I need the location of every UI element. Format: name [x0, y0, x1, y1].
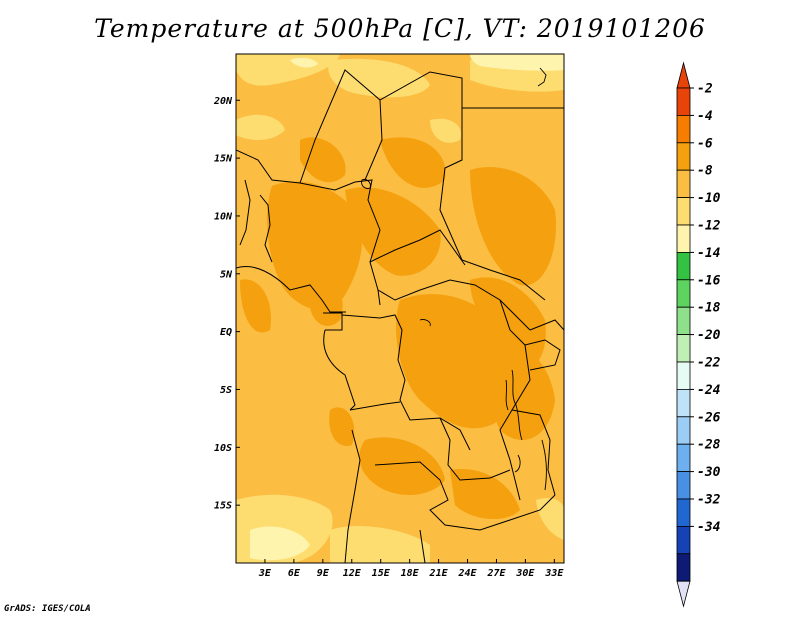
colorbar-label: -18 — [697, 301, 721, 316]
chart-title: Temperature at 500hPa [C], VT: 201910120… — [94, 14, 706, 43]
border-car-south — [377, 279, 531, 331]
colorbar-swatch — [676, 224, 691, 253]
border-benin-nigeria — [259, 194, 273, 263]
border-car-north — [369, 229, 466, 266]
colorbar-label: -24 — [697, 383, 721, 398]
coast-gulf-of-guinea — [236, 266, 346, 313]
colorbar-label: -34 — [697, 520, 721, 535]
lat-tick-label: 5S — [220, 385, 232, 396]
lon-tick-label: 33E — [544, 568, 564, 579]
colorbar-label: -8 — [697, 164, 713, 179]
lon-tick-label: 18E — [401, 568, 420, 579]
lat-tick-label: 10S — [214, 443, 232, 454]
colorbar-swatch — [676, 251, 691, 281]
lat-tick-label: 20N — [213, 96, 233, 107]
colorbar-swatch — [676, 443, 691, 473]
colorbar-label: -30 — [697, 465, 721, 480]
border-congo-drc — [341, 314, 471, 451]
longitude-axis: 3E 6E 9E 12E 15E 18E 21E 24E 27E 30E 33E — [258, 559, 564, 579]
colorbar-label: -12 — [697, 219, 721, 234]
colorbar-label: -14 — [697, 246, 721, 261]
lon-tick-label: 21E — [429, 568, 449, 579]
colorbar-swatch — [676, 388, 691, 418]
border-uganda — [529, 319, 564, 331]
coast-gabon-congo — [323, 329, 356, 411]
colorbar-swatch — [676, 334, 691, 363]
colorbar-label: -26 — [697, 410, 721, 425]
colorbar-label: -32 — [697, 493, 721, 508]
latitude-axis: 20N 15N 10N 5N EQ 5S 10S 15S — [213, 96, 240, 512]
colorbar-swatch — [676, 115, 691, 144]
border-drc-zambia — [439, 417, 511, 481]
lat-tick-label: 15N — [214, 154, 233, 165]
colorbar-swatch — [676, 142, 691, 171]
lon-tick-label: 3E — [258, 568, 272, 579]
grads-credit: GrADS: IGES/COLA — [4, 604, 91, 614]
colorbar-top-arrow — [676, 61, 691, 89]
colorbar-bottom-arrow — [676, 580, 691, 608]
warm-band-patches — [240, 137, 556, 520]
lake-chad — [361, 179, 371, 189]
colorbar-swatch — [676, 416, 691, 445]
lon-tick-label: 9E — [317, 568, 330, 579]
colorbar: -2 -4 -6 -8 -10 -12 -14 -16 -18 -20 -22 -24 -26 -28 -3… — [676, 61, 721, 608]
lake-mweru — [514, 454, 521, 473]
lon-tick-label: 30E — [515, 568, 535, 579]
colorbar-swatch — [676, 498, 691, 527]
lon-tick-label: 6E — [288, 568, 301, 579]
country-borders — [236, 54, 564, 563]
colorbar-swatch — [676, 471, 691, 500]
lat-tick-label: 5N — [220, 269, 233, 280]
colorbar-swatch — [676, 169, 691, 198]
colorbar-label: -22 — [697, 356, 721, 371]
colorbar-swatch — [676, 553, 691, 582]
lake-kivu — [505, 379, 509, 411]
colorbar-label: -16 — [697, 273, 721, 288]
lon-tick-label: 15E — [372, 568, 391, 579]
border-tanzania — [511, 409, 556, 496]
border-drc-east — [499, 299, 531, 501]
lat-tick-label: 10N — [214, 211, 233, 222]
lat-tick-label: EQ — [220, 327, 232, 338]
coolest-patches — [250, 54, 564, 561]
border-lake-victoria — [524, 339, 561, 371]
colorbar-swatch — [676, 279, 691, 308]
colorbar-label: -2 — [697, 82, 713, 97]
congo-river-section — [419, 319, 431, 327]
colorbar-label: -6 — [697, 136, 713, 151]
temperature-shading — [236, 54, 564, 563]
colorbar-label: -4 — [697, 109, 713, 124]
border-ghana-togo — [239, 179, 251, 246]
colorbar-label: -28 — [697, 438, 721, 453]
border-angola-zambia — [374, 461, 556, 531]
lake-malawi — [541, 439, 547, 491]
border-chad-sudan — [379, 71, 546, 301]
colorbar-label: -20 — [697, 328, 721, 343]
map-frame — [235, 53, 565, 564]
lon-tick-label: 12E — [343, 568, 362, 579]
colorbar-swatch — [676, 361, 691, 390]
lake-tanganyika — [511, 369, 523, 441]
border-equatorial-guinea — [323, 312, 343, 331]
colorbar-label: -10 — [697, 191, 721, 206]
colorbar-swatch — [676, 526, 691, 555]
coast-angola — [344, 429, 361, 563]
colorbar-swatch — [676, 197, 691, 226]
border-niger-chad — [299, 69, 383, 184]
red-sea-island — [537, 67, 547, 87]
colorbar-swatch — [676, 87, 691, 116]
lat-tick-label: 15S — [214, 501, 232, 512]
colorbar-swatch — [676, 306, 691, 336]
lon-tick-label: 24E — [457, 568, 477, 579]
lon-tick-label: 27E — [486, 568, 506, 579]
border-drc-angola-north — [349, 401, 401, 411]
lakes — [361, 67, 547, 491]
border-namibia-botswana — [419, 529, 426, 563]
